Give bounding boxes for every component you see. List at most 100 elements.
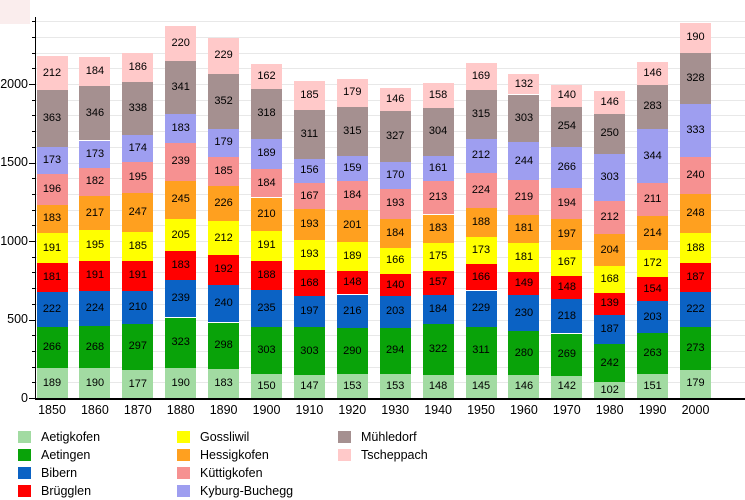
x-axis-label: 1960 bbox=[509, 403, 538, 417]
bar-segment: 140 bbox=[379, 274, 411, 296]
x-axis-label: 1870 bbox=[123, 403, 152, 417]
segment-value-label: 191 bbox=[85, 269, 105, 282]
bar-segment: 323 bbox=[165, 317, 197, 369]
bar-segment: 181 bbox=[36, 263, 68, 292]
segment-value-label: 179 bbox=[214, 136, 233, 149]
segment-value-label: 346 bbox=[85, 106, 105, 119]
segment-value-label: 212 bbox=[600, 211, 619, 224]
bar-segment: 187 bbox=[680, 262, 711, 293]
legend-swatch bbox=[177, 431, 190, 443]
bar-segment: 203 bbox=[637, 301, 669, 333]
bar-segment: 183 bbox=[422, 214, 454, 244]
segment-value-label: 146 bbox=[386, 92, 405, 105]
segment-value-label: 217 bbox=[85, 206, 105, 219]
y-axis-tick bbox=[29, 84, 36, 85]
segment-value-label: 148 bbox=[557, 281, 576, 294]
bar-segment: 212 bbox=[594, 201, 626, 235]
bar-segment: 203 bbox=[379, 295, 411, 328]
segment-value-label: 196 bbox=[42, 182, 62, 195]
bar-segment: 184 bbox=[79, 57, 111, 87]
bar-segment: 183 bbox=[208, 369, 240, 398]
legend-label: Hessigkofen bbox=[200, 448, 269, 462]
bar-segment: 191 bbox=[122, 260, 154, 291]
segment-value-label: 297 bbox=[128, 340, 147, 353]
bar-segment: 322 bbox=[422, 324, 454, 375]
bar-segment: 192 bbox=[208, 254, 240, 285]
bar-segment: 212 bbox=[36, 56, 68, 90]
segment-value-label: 153 bbox=[343, 379, 362, 392]
y-axis-label: 500 bbox=[7, 312, 28, 326]
bar-segment: 338 bbox=[122, 81, 154, 135]
segment-value-label: 158 bbox=[428, 89, 448, 102]
bar-segment: 174 bbox=[122, 134, 154, 163]
bar-segment: 283 bbox=[637, 84, 669, 130]
bar-segment: 220 bbox=[165, 26, 197, 61]
legend-label: Aetingen bbox=[41, 448, 91, 462]
bar-segment: 240 bbox=[680, 156, 711, 195]
bar-segment: 139 bbox=[594, 292, 626, 315]
x-axis-label: 1990 bbox=[638, 403, 667, 417]
y-axis-tick bbox=[32, 303, 36, 305]
y-axis-line bbox=[34, 17, 36, 398]
bar-segment: 167 bbox=[551, 249, 583, 276]
segment-value-label: 197 bbox=[557, 227, 576, 240]
segment-value-label: 303 bbox=[600, 170, 619, 183]
segment-value-label: 294 bbox=[386, 344, 405, 357]
x-axis-label: 1880 bbox=[166, 403, 195, 417]
bar-segment: 147 bbox=[293, 374, 325, 398]
segment-value-label: 222 bbox=[686, 303, 705, 316]
bar-segment: 333 bbox=[680, 104, 711, 157]
segment-value-label: 333 bbox=[686, 124, 705, 137]
bar-segment: 173 bbox=[36, 146, 68, 174]
bar-segment: 194 bbox=[551, 188, 583, 219]
segment-value-label: 140 bbox=[557, 89, 576, 102]
legend-swatch bbox=[18, 431, 31, 443]
segment-value-label: 214 bbox=[643, 226, 662, 239]
legend-swatch bbox=[338, 449, 351, 461]
segment-value-label: 338 bbox=[128, 101, 147, 114]
segment-value-label: 183 bbox=[214, 377, 233, 390]
segment-value-label: 341 bbox=[171, 81, 190, 94]
bar-segment: 212 bbox=[465, 139, 497, 173]
segment-value-label: 194 bbox=[557, 197, 576, 210]
segment-value-label: 191 bbox=[42, 241, 62, 254]
bar-segment: 216 bbox=[336, 294, 368, 329]
segment-value-label: 213 bbox=[428, 191, 448, 204]
bar-segment: 157 bbox=[422, 270, 454, 296]
bar-segment: 311 bbox=[293, 109, 325, 159]
segment-value-label: 250 bbox=[600, 127, 619, 140]
segment-value-label: 185 bbox=[214, 164, 233, 177]
bar-segment: 148 bbox=[551, 276, 583, 300]
segment-value-label: 148 bbox=[428, 379, 448, 392]
y-axis-tick bbox=[32, 36, 36, 38]
segment-value-label: 181 bbox=[42, 270, 62, 283]
bar-segment: 266 bbox=[36, 326, 68, 369]
segment-value-label: 240 bbox=[214, 297, 233, 310]
segment-value-label: 102 bbox=[600, 383, 619, 396]
y-axis-label: 1500 bbox=[0, 155, 28, 169]
segment-value-label: 204 bbox=[600, 243, 619, 256]
segment-value-label: 153 bbox=[386, 379, 405, 392]
x-axis-label: 1980 bbox=[595, 403, 624, 417]
x-axis-label: 1930 bbox=[381, 403, 410, 417]
segment-value-label: 183 bbox=[171, 259, 190, 272]
segment-value-label: 230 bbox=[514, 306, 534, 319]
segment-value-label: 183 bbox=[42, 212, 62, 225]
bar-segment: 168 bbox=[293, 270, 325, 297]
x-axis-label: 1900 bbox=[252, 403, 281, 417]
bar-segment: 190 bbox=[680, 23, 711, 53]
bar-segment: 254 bbox=[551, 106, 583, 147]
segment-value-label: 175 bbox=[428, 250, 448, 263]
segment-value-label: 185 bbox=[300, 88, 319, 101]
bar-segment: 268 bbox=[79, 326, 111, 369]
segment-value-label: 189 bbox=[42, 376, 62, 389]
bar-segment: 189 bbox=[36, 368, 68, 398]
bar-segment: 315 bbox=[336, 106, 368, 157]
segment-value-label: 344 bbox=[643, 149, 662, 162]
bar-segment: 185 bbox=[208, 156, 240, 186]
segment-value-label: 290 bbox=[343, 344, 362, 357]
segment-value-label: 167 bbox=[300, 189, 319, 202]
bar-segment: 190 bbox=[165, 368, 197, 398]
bar-segment: 189 bbox=[251, 138, 282, 169]
bar-segment: 239 bbox=[165, 279, 197, 318]
